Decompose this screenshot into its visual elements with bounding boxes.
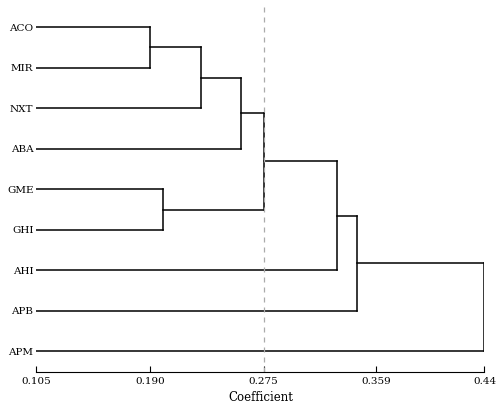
X-axis label: Coefficient: Coefficient <box>228 391 293 404</box>
